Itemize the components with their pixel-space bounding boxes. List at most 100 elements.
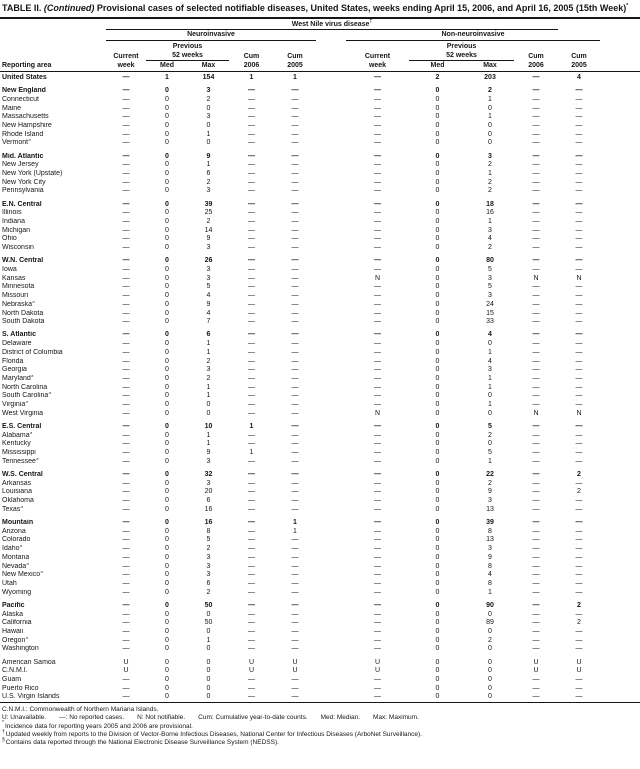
value-cell: —	[248, 519, 255, 527]
value-cell: 0	[488, 392, 492, 400]
value-cell: 0	[435, 610, 440, 618]
value-cell: 32	[204, 471, 213, 479]
value-cell: —	[575, 505, 583, 513]
value-cell: —	[122, 130, 130, 138]
value-cell: 0	[488, 667, 492, 675]
value-cell: 0	[165, 519, 169, 527]
value-cell: 0	[165, 244, 169, 252]
value-cell: —	[374, 292, 381, 300]
value-cell: —	[122, 104, 130, 112]
value-cell: —	[248, 579, 255, 587]
value-cell: —	[575, 610, 583, 618]
value-cell: 0	[435, 226, 440, 234]
column-gap	[600, 611, 640, 620]
value-cell: —	[122, 161, 130, 169]
footnote-asterisk: *Incidence data for reporting years 2005…	[2, 720, 193, 730]
value-cell: —	[291, 383, 299, 391]
value-cell: 0	[435, 658, 440, 666]
column-gap	[316, 283, 346, 292]
value-cell: —	[248, 218, 255, 226]
value-cell: —	[374, 139, 381, 147]
value-cell: —	[374, 178, 381, 186]
value-cell: —	[248, 170, 255, 178]
table-row: Mid. Atlantic — 0 9 — — — 0 3 — —	[0, 153, 640, 162]
column-gap	[316, 227, 346, 236]
value-cell: —	[122, 431, 130, 439]
reporting-area-cell: South Dakota	[2, 318, 45, 326]
value-cell: 203	[484, 74, 496, 81]
column-gap	[316, 384, 346, 393]
value-cell: U	[248, 667, 255, 675]
value-cell: 0	[165, 693, 169, 701]
value-cell: —	[248, 348, 255, 356]
value-cell: 0	[435, 348, 440, 356]
value-cell: 0	[435, 152, 440, 160]
value-cell: 0	[165, 104, 169, 112]
value-cell: 0	[435, 457, 440, 465]
value-cell: —	[532, 226, 540, 234]
column-gap	[316, 122, 346, 131]
value-cell: —	[374, 152, 381, 160]
value-cell: 0	[165, 366, 169, 374]
column-gap	[316, 449, 346, 458]
value-cell: —	[248, 139, 255, 147]
value-cell: 0	[206, 684, 211, 692]
value-cell: 0	[435, 218, 440, 226]
value-cell: 0	[165, 235, 169, 243]
value-cell: 0	[435, 627, 440, 635]
value-cell: 90	[486, 601, 494, 609]
value-cell: —	[291, 348, 299, 356]
column-gap	[600, 153, 640, 162]
column-gap	[600, 480, 640, 489]
table-row: California — 0 50 — — — 0 89 — 2	[0, 619, 640, 628]
title-continued: (Continued)	[43, 3, 95, 13]
value-cell: U	[533, 667, 539, 675]
value-cell: —	[248, 366, 255, 374]
column-gap	[316, 480, 346, 489]
value-cell: 1	[488, 95, 492, 103]
value-cell: —	[122, 571, 130, 579]
value-cell: —	[575, 113, 583, 121]
reporting-area-cell: Florida	[2, 357, 24, 365]
table-row: Puerto Rico — 0 0 — — — 0 0 — —	[0, 685, 640, 694]
reporting-area-cell: E.S. Central	[2, 423, 42, 431]
value-cell: 2	[488, 431, 492, 439]
value-cell: —	[575, 340, 583, 348]
value-cell: —	[532, 693, 540, 701]
value-cell: 0	[165, 684, 169, 692]
value-cell: —	[575, 527, 583, 535]
value-cell: —	[374, 497, 381, 505]
value-cell: 2	[577, 488, 581, 496]
value-cell: —	[575, 479, 583, 487]
value-cell: —	[291, 553, 299, 561]
value-cell: 0	[488, 122, 492, 130]
value-cell: 0	[435, 636, 440, 644]
value-cell: 0	[165, 488, 169, 496]
value-cell: U	[123, 658, 129, 666]
value-cell: —	[122, 519, 130, 527]
value-cell: 8	[488, 562, 492, 570]
value-cell: —	[248, 274, 255, 282]
column-gap	[316, 105, 346, 114]
value-cell: —	[291, 292, 299, 300]
value-cell: —	[291, 309, 299, 317]
value-cell: 10	[204, 423, 213, 431]
value-cell: 3	[206, 366, 211, 374]
value-cell: —	[122, 357, 130, 365]
column-gap	[600, 676, 640, 685]
value-cell: —	[248, 244, 255, 252]
reporting-area-cell: C.N.M.I.	[2, 667, 28, 675]
value-cell: 5	[488, 266, 492, 274]
value-cell: —	[374, 536, 381, 544]
reporting-area-cell: Wisconsin	[2, 244, 34, 252]
value-cell: —	[374, 383, 381, 391]
value-cell: —	[374, 693, 381, 701]
value-cell: 0	[165, 292, 169, 300]
value-cell: 0	[165, 579, 169, 587]
footnotes: C.N.M.I.: Commonwealth of Northern Maria…	[0, 703, 640, 747]
reporting-area-cell: Arkansas	[2, 479, 32, 487]
value-cell: 0	[165, 274, 169, 282]
column-gap	[600, 227, 640, 236]
value-cell: —	[291, 423, 299, 431]
value-cell: —	[374, 300, 381, 308]
